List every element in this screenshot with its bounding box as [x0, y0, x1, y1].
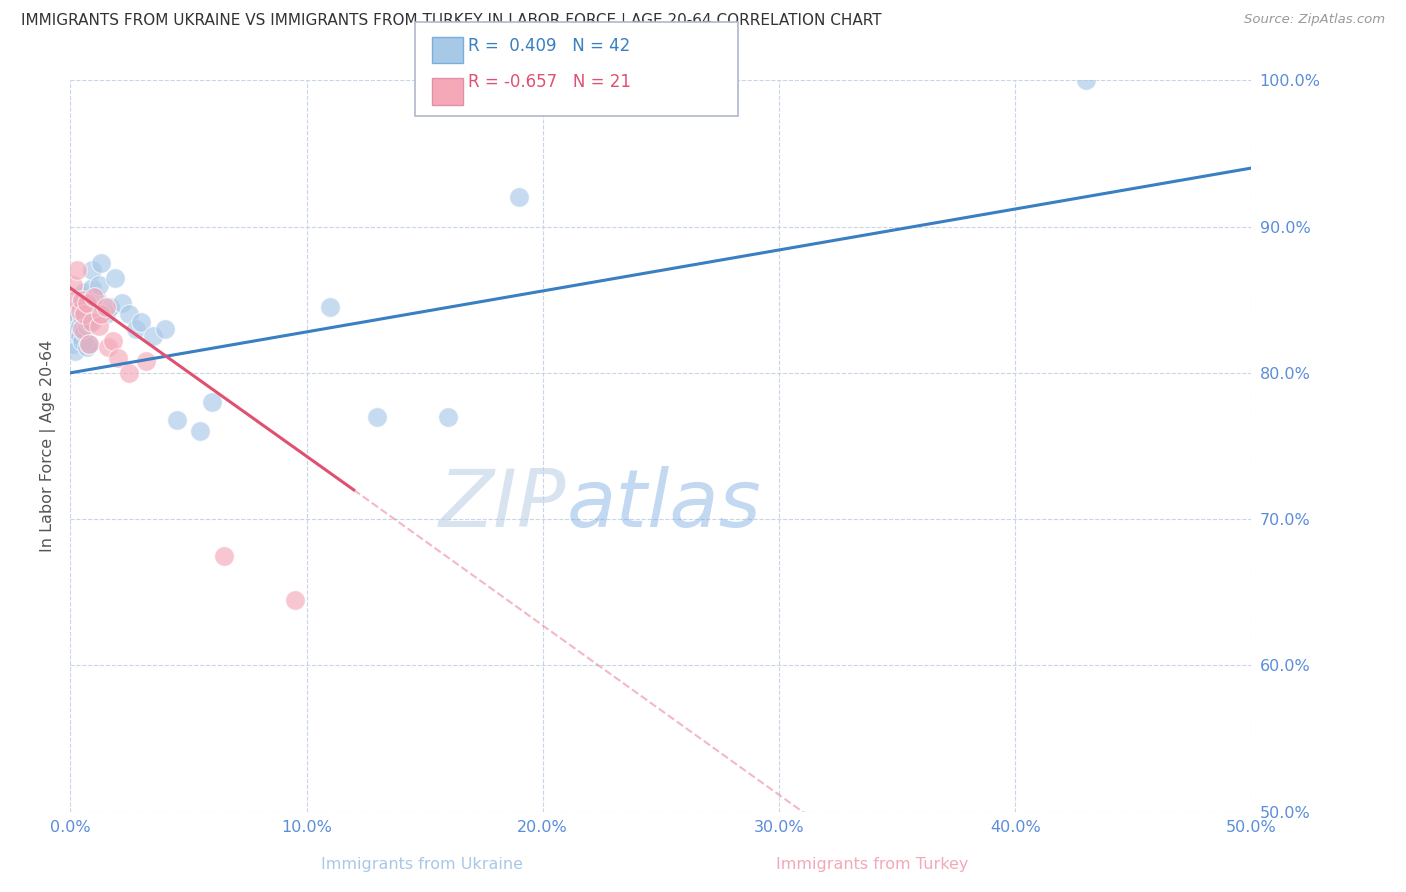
Point	[80, 263, 103, 277]
Point	[76, 295, 98, 310]
Point	[437, 409, 460, 424]
Point	[118, 307, 141, 321]
Point	[70, 310, 93, 325]
Point	[76, 295, 98, 310]
Point	[77, 336, 100, 351]
Point	[62, 278, 84, 293]
Text: R =  0.409   N = 42: R = 0.409 N = 42	[468, 37, 630, 55]
Point	[63, 343, 86, 358]
Text: IMMIGRANTS FROM UKRAINE VS IMMIGRANTS FROM TURKEY IN LABOR FORCE | AGE 20-64 COR: IMMIGRANTS FROM UKRAINE VS IMMIGRANTS FR…	[21, 13, 882, 29]
Point	[73, 325, 96, 339]
Point	[83, 300, 105, 314]
Point	[111, 295, 134, 310]
Point	[1074, 73, 1097, 87]
Point	[73, 307, 96, 321]
Point	[100, 300, 122, 314]
Text: R = -0.657   N = 21: R = -0.657 N = 21	[468, 73, 631, 91]
Point	[284, 592, 307, 607]
Point	[129, 315, 152, 329]
Point	[104, 270, 127, 285]
Text: Immigrants from Turkey: Immigrants from Turkey	[776, 857, 967, 872]
Point	[69, 304, 91, 318]
Point	[77, 336, 100, 351]
Point	[90, 307, 112, 321]
Point	[62, 336, 84, 351]
Point	[97, 339, 120, 353]
Point	[153, 322, 176, 336]
Point	[201, 395, 224, 409]
Point	[66, 325, 89, 339]
Point	[70, 334, 93, 348]
Point	[87, 278, 110, 293]
Point	[366, 409, 388, 424]
Point	[63, 315, 86, 329]
Point	[70, 322, 93, 336]
Point	[319, 300, 342, 314]
Point	[142, 329, 165, 343]
Point	[76, 339, 98, 353]
Text: Immigrants from Ukraine: Immigrants from Ukraine	[321, 857, 523, 872]
Point	[94, 307, 117, 321]
Point	[69, 319, 91, 334]
Point	[84, 290, 107, 304]
Point	[94, 300, 117, 314]
Point	[66, 307, 89, 321]
Point	[70, 293, 93, 307]
Point	[70, 290, 93, 304]
Point	[135, 354, 157, 368]
Point	[80, 281, 103, 295]
Point	[90, 256, 112, 270]
Text: Source: ZipAtlas.com: Source: ZipAtlas.com	[1244, 13, 1385, 27]
Point	[69, 329, 91, 343]
Point	[212, 549, 235, 563]
Text: atlas: atlas	[567, 466, 761, 543]
Point	[66, 263, 89, 277]
Point	[73, 304, 96, 318]
Point	[166, 412, 188, 426]
Point	[87, 319, 110, 334]
Point	[76, 319, 98, 334]
Point	[118, 366, 141, 380]
Point	[107, 351, 129, 366]
Point	[125, 322, 148, 336]
Point	[80, 315, 103, 329]
Point	[83, 290, 105, 304]
Point	[63, 293, 86, 307]
Point	[508, 190, 530, 204]
Point	[77, 315, 100, 329]
Y-axis label: In Labor Force | Age 20-64: In Labor Force | Age 20-64	[41, 340, 56, 552]
Point	[69, 300, 91, 314]
Text: ZIP: ZIP	[439, 466, 567, 543]
Point	[101, 334, 124, 348]
Point	[188, 425, 211, 439]
Point	[73, 285, 96, 300]
